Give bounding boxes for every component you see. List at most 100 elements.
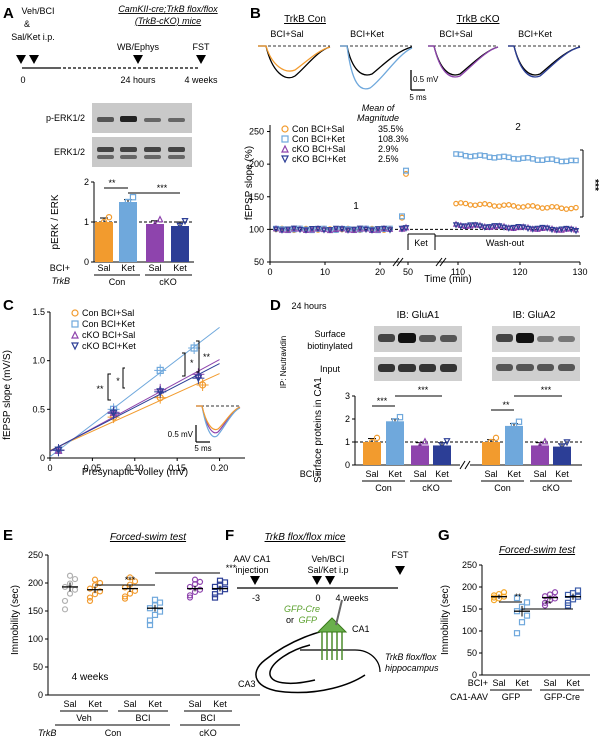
blot-label-erk: ERK1/2 (54, 147, 85, 157)
c-scale-t: 5 ms (194, 444, 211, 453)
wb-marker (133, 55, 143, 64)
g-point (574, 587, 582, 594)
e-ytick-label: 150 (28, 606, 43, 616)
d-cond-label: Ket (435, 469, 449, 479)
b-scale-v: 0.5 mV (413, 75, 439, 84)
b-point (496, 223, 503, 230)
b-ytick-label: 200 (249, 159, 264, 169)
b-legend-value: 35.5% (378, 124, 404, 134)
a-bar (171, 226, 189, 262)
b-xtick-label: 130 (572, 267, 587, 277)
panel-a-label: A (3, 5, 14, 22)
f-event-2b: Sal/Ket i.p (307, 565, 348, 575)
b-xtick-label: 0 (267, 267, 272, 277)
d-point (421, 437, 429, 445)
b-point (525, 154, 531, 161)
d-point (487, 438, 495, 446)
e-point (146, 621, 154, 629)
b-point (553, 157, 560, 164)
b-point (472, 202, 479, 209)
a-point (119, 203, 127, 210)
g-bci: BCI+ (468, 678, 488, 688)
b-point (467, 202, 474, 208)
e-ytick-label: 200 (28, 578, 43, 588)
b-ytick-label: 250 (249, 127, 264, 137)
sig-e-1: *** (125, 575, 136, 585)
hippo-line2: hippocampus (385, 663, 439, 673)
g-point (513, 630, 521, 637)
d-point (515, 418, 523, 425)
panel-c-label: C (3, 297, 14, 314)
c-ytick-label: 0.5 (32, 404, 45, 414)
title-trkb-cko: TrkB cKO (457, 14, 500, 25)
b-point (320, 227, 328, 234)
ib-glua1: IB: GluA1 (397, 310, 440, 321)
b-legend-marker (281, 125, 289, 133)
d-point (492, 434, 500, 442)
b-ytick-label: 150 (249, 192, 264, 202)
treatment-line3: Sal/Ket i.p. (11, 32, 55, 42)
b-point (458, 151, 464, 158)
sig-g-1: ** (514, 592, 522, 602)
f-marker-aav (250, 576, 260, 585)
b-xtick-label: 50 (403, 267, 413, 277)
b-point (534, 204, 541, 210)
d-group-label: Con (494, 483, 511, 493)
e-ytick-label: 0 (38, 690, 43, 700)
b-point (539, 205, 546, 211)
b-point (563, 225, 570, 233)
b-point (462, 152, 469, 159)
a-point (124, 198, 132, 206)
e-cond-label: Ket (213, 699, 227, 709)
b-point (572, 228, 580, 235)
g-point (564, 602, 572, 609)
a-bar (146, 224, 164, 262)
g-sal-2: Sal (543, 678, 556, 688)
d-group-label: cKO (422, 483, 440, 493)
treatment-line2: & (24, 19, 30, 29)
e-ytick-label: 50 (33, 662, 43, 672)
e-con-label: Con (105, 728, 122, 738)
c-legend-label: cKO BCI+Ket (82, 341, 136, 351)
b-point (548, 226, 556, 234)
panel-b-ylabel: fEPSP slope (%) (244, 146, 255, 220)
e-cond-label: Ket (148, 699, 162, 709)
c-scale-v: 0.5 mV (168, 430, 194, 439)
e-point (66, 572, 74, 579)
d-bar (363, 442, 381, 465)
e-group-label: BCI (135, 713, 150, 723)
b-point (482, 153, 488, 159)
c-legend-marker (71, 309, 79, 317)
e-point (86, 597, 94, 605)
d-bar (482, 442, 500, 465)
trace-cko-ket (508, 45, 581, 78)
a-point (146, 224, 154, 232)
b-point (296, 226, 304, 234)
blot-label-perk: p-ERK1/2 (46, 113, 85, 123)
panel-f-label: F (225, 527, 234, 544)
b-point (457, 200, 464, 206)
g-ytick-label: 100 (462, 626, 477, 636)
e-cko-label: cKO (199, 728, 217, 738)
g-point (518, 619, 526, 626)
g-ket-1: Ket (515, 678, 529, 688)
trace-label-1: BCI+Sal (270, 29, 303, 39)
d-point (553, 447, 561, 455)
g-point (490, 594, 498, 601)
b-point (290, 225, 298, 232)
sig-c-c: * (190, 358, 194, 368)
panel-b-label: B (250, 5, 261, 22)
treatment-line1: Veh/BCI (21, 6, 54, 16)
b-legend-marker (281, 135, 289, 143)
panel-b-legend: Con BCI+Sal 35.5% Con BCI+Ket 108.3% cKO BCI… (281, 124, 409, 164)
b-axis-break (392, 257, 400, 267)
trace-label-4: BCI+Ket (518, 29, 552, 39)
virus-or: or (286, 615, 294, 625)
g-point (500, 589, 508, 596)
b-point (515, 204, 522, 210)
f-time-2: 0 (315, 593, 320, 603)
sig-c-d: ** (203, 352, 211, 362)
b-point (453, 200, 459, 207)
g-ket-2: Ket (566, 678, 580, 688)
